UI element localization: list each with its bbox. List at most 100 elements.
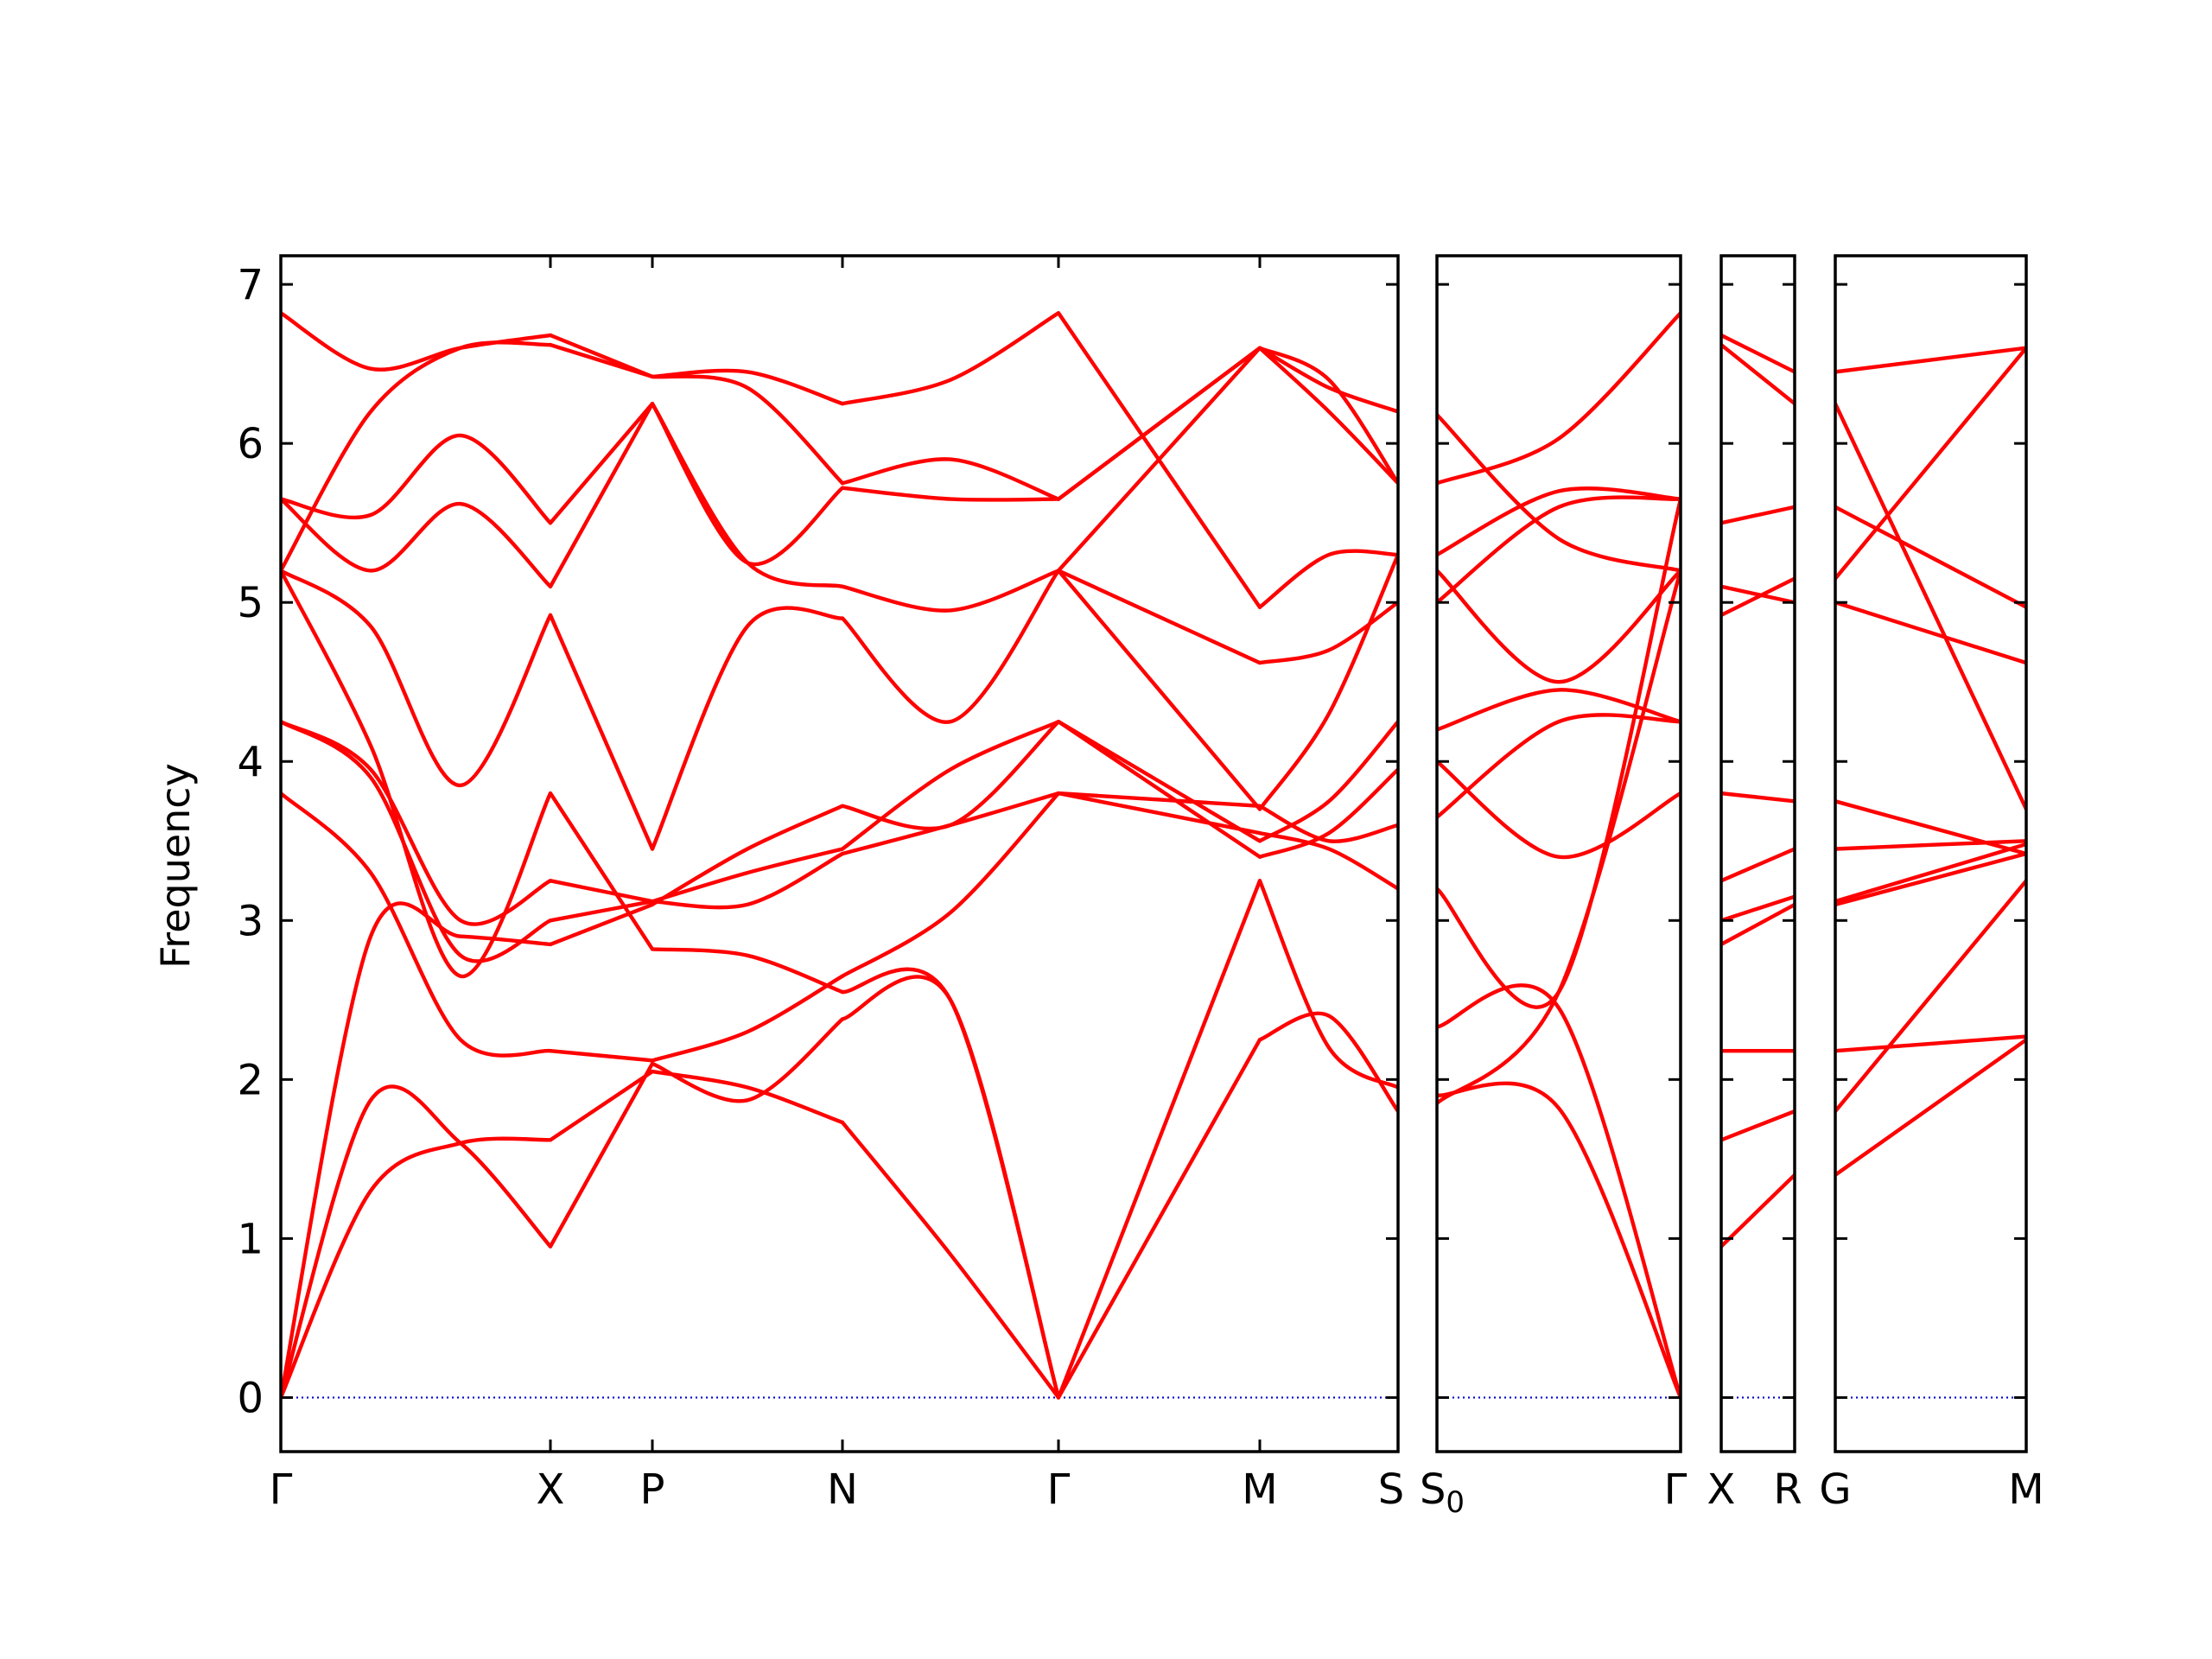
band-n-γ-10	[840, 569, 1061, 613]
band-n-γ-4	[840, 791, 1061, 978]
band-s0-γ-9	[1437, 311, 1681, 486]
band-s0-γ-12	[1437, 569, 1681, 684]
panels	[279, 254, 2028, 1453]
x-tick-label: G	[1819, 1465, 1851, 1514]
band-p-n-12	[650, 368, 845, 406]
panel-3	[1719, 254, 1796, 1453]
band-γ-m-7	[1056, 569, 1262, 665]
band-g-m-1	[1835, 1038, 2026, 1177]
band-m-s-10	[1257, 346, 1398, 414]
band-γ-m-2	[1056, 879, 1262, 1400]
band-p-n-4	[650, 974, 845, 1063]
x-tick-label: Γ	[1664, 1465, 1688, 1514]
band-x-r-4	[1721, 902, 1795, 947]
band-m-s-4	[1257, 830, 1398, 891]
band-γ-m-6	[1056, 791, 1262, 808]
band-x-p-12	[548, 333, 655, 379]
x-tick-label: S	[1378, 1465, 1404, 1514]
band-s0-γ-11	[1437, 412, 1681, 573]
band-x-r-9	[1721, 584, 1795, 605]
band-x-r-5	[1721, 894, 1795, 923]
band-x-p-9	[548, 402, 655, 588]
band-n-γ-5	[840, 720, 1061, 851]
x-tick-label: X	[537, 1465, 565, 1514]
band-g-m-2	[1835, 879, 2026, 1114]
band-g-m-10	[1835, 505, 2026, 609]
y-tick-label: 4	[237, 738, 264, 786]
band-g-m-11	[1835, 402, 2026, 811]
band-γ-x-7	[281, 569, 553, 978]
y-tick-label: 7	[237, 261, 264, 309]
band-n-γ-9	[840, 486, 1061, 502]
band-γ-x-1	[281, 1136, 553, 1400]
band-p-n-11	[650, 374, 845, 486]
x-tick-label: M	[2008, 1465, 2044, 1514]
band-x-r-6	[1721, 847, 1795, 883]
band-s0-γ-8	[1437, 688, 1681, 732]
panel-plot-area	[281, 311, 1398, 1400]
band-g-m-9	[1835, 346, 2026, 581]
band-γ-x-9	[281, 497, 553, 588]
band-p-n-6	[650, 851, 845, 910]
band-x-p-4	[548, 1049, 655, 1063]
band-s0-γ-3	[1437, 760, 1681, 860]
band-γ-m-8	[1056, 569, 1262, 811]
band-x-p-6	[548, 879, 655, 904]
band-p-n-10	[650, 402, 845, 588]
band-g-m-8	[1835, 601, 2026, 665]
x-tick-label: N	[827, 1465, 858, 1514]
y-tick-label: 3	[237, 897, 264, 945]
band-γ-x-12	[281, 311, 553, 372]
band-γ-x-8	[281, 569, 553, 788]
y-tick-label: 0	[237, 1374, 264, 1422]
x-tick-label: M	[1242, 1465, 1277, 1514]
x-tick-label: Γ	[1047, 1465, 1071, 1514]
band-s0-γ-1	[1437, 1081, 1681, 1400]
band-g-m-7	[1835, 799, 2026, 856]
band-γ-m-11	[1056, 346, 1262, 501]
band-x-p-8	[548, 613, 655, 851]
panel-frame	[1719, 254, 1796, 1453]
band-x-r-12	[1721, 333, 1795, 374]
band-s0-γ-6	[1437, 497, 1681, 1009]
band-x-r-8	[1721, 576, 1795, 618]
band-p-n-9	[650, 402, 845, 567]
band-m-s-8	[1257, 552, 1398, 811]
panel-frame	[1834, 254, 2028, 1453]
panel-1	[279, 254, 1400, 1453]
band-x-r-10	[1721, 505, 1795, 525]
band-x-r-1	[1721, 1173, 1795, 1249]
y-tick-label: 5	[237, 579, 264, 627]
y-tick-label: 2	[237, 1056, 264, 1104]
band-γ-x-10	[281, 433, 553, 525]
band-γ-m-3	[1056, 720, 1262, 859]
panel-frame	[279, 254, 1400, 1453]
panel-2	[1435, 254, 1682, 1453]
band-g-m-6	[1835, 839, 2026, 851]
y-tick-label: 1	[237, 1215, 264, 1263]
band-s0-γ-5	[1437, 569, 1681, 1106]
band-n-γ-11	[840, 457, 1061, 501]
band-γ-x-2	[281, 1084, 553, 1400]
band-p-n-7	[650, 947, 845, 995]
band-g-m-12	[1835, 346, 2026, 374]
x-tick-label-subscript: 0	[1446, 1485, 1465, 1520]
band-p-n-8	[650, 606, 845, 851]
panel-plot-area	[1835, 346, 2026, 1399]
panel-4	[1834, 254, 2028, 1453]
band-s0-γ-2	[1437, 983, 1681, 1400]
x-tick-label: Γ	[270, 1465, 293, 1514]
panel-plot-area	[1437, 311, 1681, 1400]
band-x-p-3	[548, 902, 655, 947]
band-x-p-5	[548, 899, 655, 923]
band-x-r-7	[1721, 791, 1795, 804]
band-m-s-1	[1257, 1011, 1398, 1114]
band-n-γ-7	[840, 967, 1061, 1400]
x-axis-high-symmetry-labels: Γ X P N Γ M S S0 Γ X R G M	[270, 256, 2044, 1520]
band-n-γ-1	[840, 1120, 1061, 1400]
band-p-n-2	[650, 1017, 845, 1103]
band-x-p-2	[548, 1061, 655, 1249]
band-x-r-11	[1721, 342, 1795, 406]
band-γ-m-1	[1056, 1038, 1262, 1400]
